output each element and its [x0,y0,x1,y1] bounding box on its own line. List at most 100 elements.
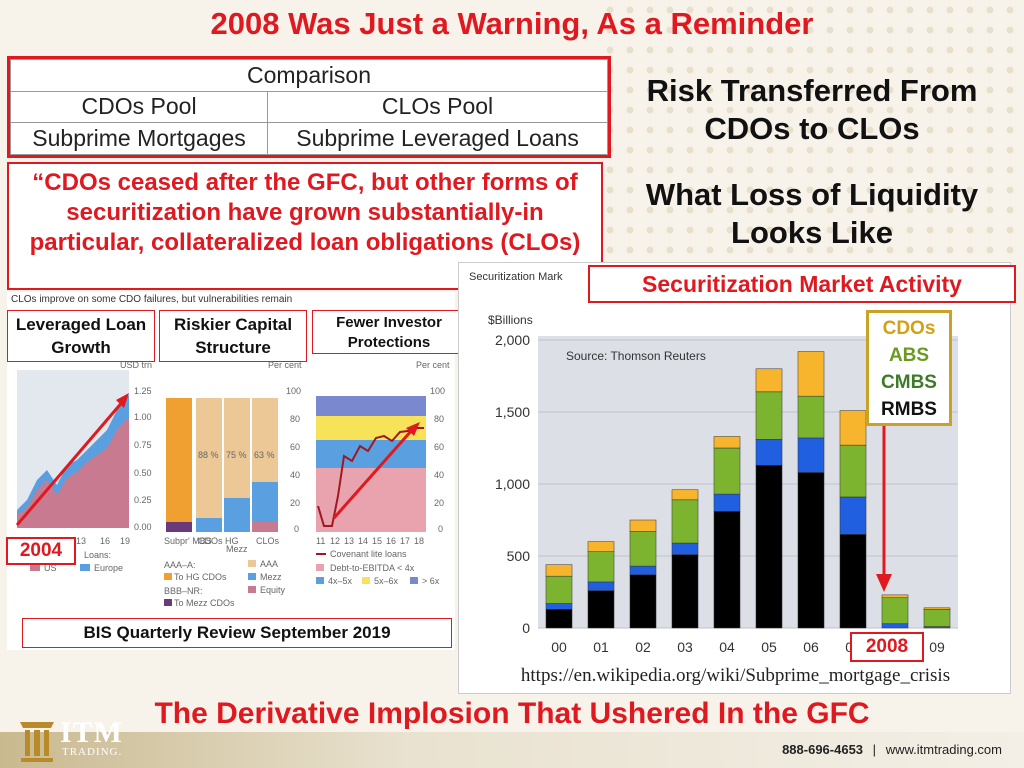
footer-contact: 888-696-4653 | www.itmtrading.com [782,742,1002,757]
legend-rmbs: RMBS [881,399,937,420]
label-fewer-investor-protections: Fewer Investor Protections [312,310,466,354]
p3-tick: 20 [434,498,444,508]
p2-legend: BBB–NR: [164,586,203,596]
p2-cat: CLOs [256,536,280,546]
wikipedia-url: https://en.wikipedia.org/wiki/Subprime_m… [520,665,951,686]
main-title: 2008 Was Just a Warning, As a Reminder [210,6,814,41]
bar-abs-04 [713,447,741,495]
bar-abs-03 [671,499,699,544]
p2-tick: 80 [290,414,300,424]
footer-phone: 888-696-4653 [782,742,864,757]
bis-cut-caption: CLOs improve on some CDO failures, but v… [11,294,293,305]
p2-legend: AAA [260,559,278,569]
x-tick-label: 00 [551,639,567,655]
p2-cat: Subpr' MBS [164,536,212,546]
logo-trading-text: TRADING. [62,746,123,758]
bar-rmbs-02 [629,574,657,629]
p1-tick: 0.75 [134,440,152,450]
bar-cmbs-08 [881,623,909,629]
year-2008-label: 2008 [850,632,924,662]
investor-protections-chart: Per cent 100 80 60 40 20 0 11 12 13 14 1… [316,360,450,586]
y-tick-label: 500 [507,548,531,564]
bar-cdos-08 [881,594,909,599]
heading-risk-transferred: Risk Transferred From CDOs to CLOs [646,73,978,146]
p1-x-label: 16 [100,536,110,546]
legend-cmbs: CMBS [881,372,937,393]
leveraged-loan-chart: USD trn 1.25 1.00 0.75 0.50 0.25 0.00 13… [15,360,152,573]
bar-rmbs-03 [671,554,699,629]
bar-rmbs-05 [755,465,783,629]
p3-x: 18 [414,536,424,546]
p1-tick: 0.50 [134,468,152,478]
year-2004-label: 2004 [6,537,76,565]
p2-cat: Mezz [226,544,248,554]
p1-tick: 1.25 [134,386,152,396]
p2-pct: 63 % [254,450,275,460]
gfc-quote: “CDOs ceased after the GFC, but other fo… [7,162,603,290]
clos-pool-header: CLOs Pool [267,90,608,124]
legend-abs: ABS [888,345,930,366]
p3-x: 14 [358,536,368,546]
p1-x-label: 13 [76,536,86,546]
p2-pct: 88 % [198,450,219,460]
p1-x-label: 19 [120,536,130,546]
footer-separator: | [872,742,877,757]
y-tick-label: 1,500 [495,404,530,420]
bar-cmbs-04 [713,493,741,512]
p3-legend: Debt-to-EBITDA < 4x [330,563,415,573]
bar-cmbs-02 [629,565,657,575]
p3-legend: 4x–5x [328,576,353,586]
p2-tick: 0 [294,524,299,534]
p2-legend: AAA–A: [164,560,196,570]
p3-tick: 40 [434,470,444,480]
bar-abs-00 [545,575,573,604]
p3-x: 11 [316,536,325,546]
p3-x: 16 [386,536,396,546]
heading-loss-of-liquidity: What Loss of Liquidity Looks Like [645,177,979,250]
bar-cmbs-05 [755,439,783,466]
y-tick-label: 1,000 [495,476,530,492]
p2-tick: 60 [290,442,300,452]
itm-logo-icon [20,722,54,762]
p2-tick: 40 [290,470,300,480]
logo-itm-text: ITM [60,716,123,749]
p2-tick: 20 [290,498,300,508]
p1-legend-us: US [44,563,57,573]
y-tick-label: 2,000 [495,332,530,348]
bis-source-label: BIS Quarterly Review September 2019 [22,618,452,648]
footer-bar [0,732,1024,768]
p2-cat: CDOs HG [198,536,239,546]
p3-x: 17 [400,536,410,546]
y-axis-label: $Billions [488,313,533,327]
bottom-title: The Derivative Implosion That Ushered In… [154,697,870,730]
bar-cdos-01 [587,541,615,552]
p3-unit: Per cent [416,360,450,370]
p3-tick: 60 [434,442,444,452]
bar-rmbs-06 [797,472,825,629]
bar-abs-06 [797,395,825,439]
legend-cdos: CDOs [882,318,936,339]
cdos-pool-value: Subprime Mortgages [9,122,269,155]
comparison-table: Comparison CDOs Pool CLOs Pool Subprime … [7,56,611,158]
label-riskier-capital-structure: Riskier Capital Structure [159,310,307,362]
p3-x: 15 [372,536,382,546]
bar-cdos-02 [629,519,657,532]
bar-cdos-07 [839,410,867,446]
p3-legend: 5x–6x [374,576,399,586]
bar-rmbs-07 [839,534,867,629]
chart-cut-title: Securitization Mark [469,271,563,283]
p3-tick: 80 [434,414,444,424]
capital-structure-chart: Per cent 88 % 75 % 63 % 100 80 60 40 20 … [164,360,302,608]
footer-website: www.itmtrading.com [885,742,1002,757]
bar-rmbs-01 [587,590,615,629]
cdos-pool-header: CDOs Pool [9,90,269,124]
p1-legend-europe: Europe [94,563,123,573]
bar-cmbs-07 [839,496,867,535]
bar-cmbs-06 [797,437,825,473]
bar-cdos-04 [713,436,741,449]
bar-abs-09 [923,609,951,627]
arrow-2008 [876,426,892,592]
p3-legend: > 6x [422,576,440,586]
x-tick-label: 06 [803,639,819,655]
